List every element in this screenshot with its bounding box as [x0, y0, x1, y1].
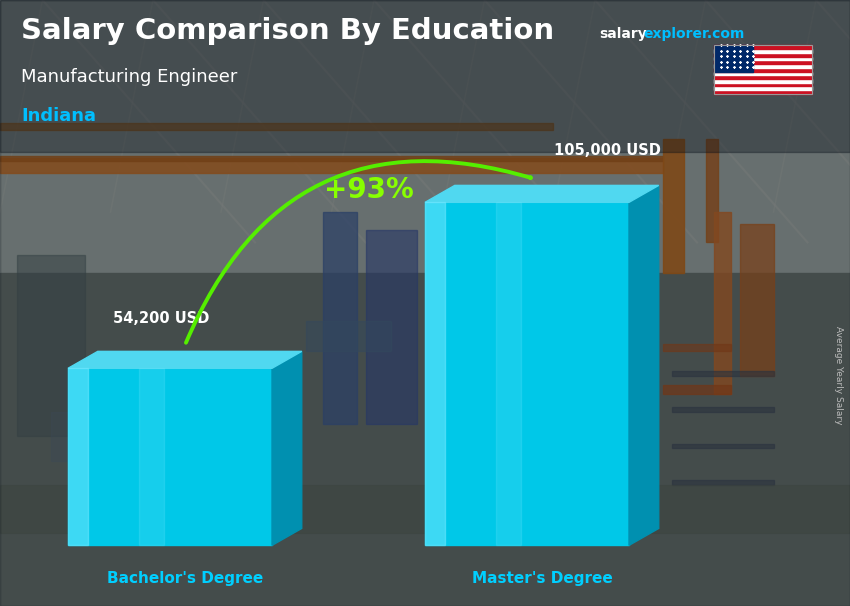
Bar: [323, 212, 357, 424]
Bar: [672, 371, 774, 376]
Bar: [714, 45, 812, 94]
Bar: [714, 83, 812, 87]
Bar: [714, 68, 812, 72]
Bar: [0, 0, 850, 152]
Bar: [714, 212, 731, 394]
Bar: [425, 202, 629, 545]
Text: salary: salary: [599, 27, 647, 41]
Bar: [68, 368, 88, 545]
Text: explorer.com: explorer.com: [643, 27, 745, 41]
Bar: [714, 45, 812, 49]
Bar: [0, 273, 850, 606]
Bar: [366, 230, 416, 424]
Bar: [425, 202, 445, 545]
Bar: [0, 156, 663, 161]
Text: 54,200 USD: 54,200 USD: [113, 311, 210, 326]
Bar: [672, 444, 774, 448]
Bar: [714, 72, 812, 75]
Bar: [714, 61, 812, 64]
Bar: [139, 368, 164, 545]
Bar: [714, 56, 812, 61]
Bar: [663, 344, 731, 351]
Bar: [0, 0, 850, 273]
Text: Manufacturing Engineer: Manufacturing Engineer: [21, 68, 238, 86]
Bar: [714, 53, 812, 56]
Text: Salary Comparison By Education: Salary Comparison By Education: [21, 18, 554, 45]
Polygon shape: [68, 351, 302, 368]
Text: Master's Degree: Master's Degree: [472, 571, 612, 586]
Bar: [714, 87, 812, 90]
Text: Bachelor's Degree: Bachelor's Degree: [107, 571, 263, 586]
Bar: [0, 485, 850, 533]
Bar: [306, 321, 391, 351]
Bar: [663, 139, 684, 273]
Bar: [706, 139, 718, 242]
Bar: [714, 79, 812, 83]
Polygon shape: [425, 185, 659, 202]
Bar: [672, 407, 774, 412]
FancyArrowPatch shape: [186, 161, 531, 343]
Bar: [714, 90, 812, 94]
Bar: [714, 64, 812, 68]
Bar: [663, 385, 731, 394]
Bar: [17, 255, 85, 436]
Bar: [0, 158, 663, 173]
Bar: [51, 412, 102, 461]
Bar: [714, 75, 812, 79]
Bar: [714, 45, 753, 72]
Text: +93%: +93%: [324, 176, 414, 204]
Bar: [496, 202, 521, 545]
Bar: [68, 368, 272, 545]
Bar: [672, 480, 774, 485]
Bar: [740, 224, 774, 376]
Bar: [714, 49, 812, 53]
Text: Average Yearly Salary: Average Yearly Salary: [834, 327, 843, 425]
Polygon shape: [272, 351, 302, 545]
Text: Indiana: Indiana: [21, 107, 96, 125]
Text: 105,000 USD: 105,000 USD: [554, 143, 661, 158]
Bar: [0, 123, 552, 130]
Polygon shape: [629, 185, 659, 545]
